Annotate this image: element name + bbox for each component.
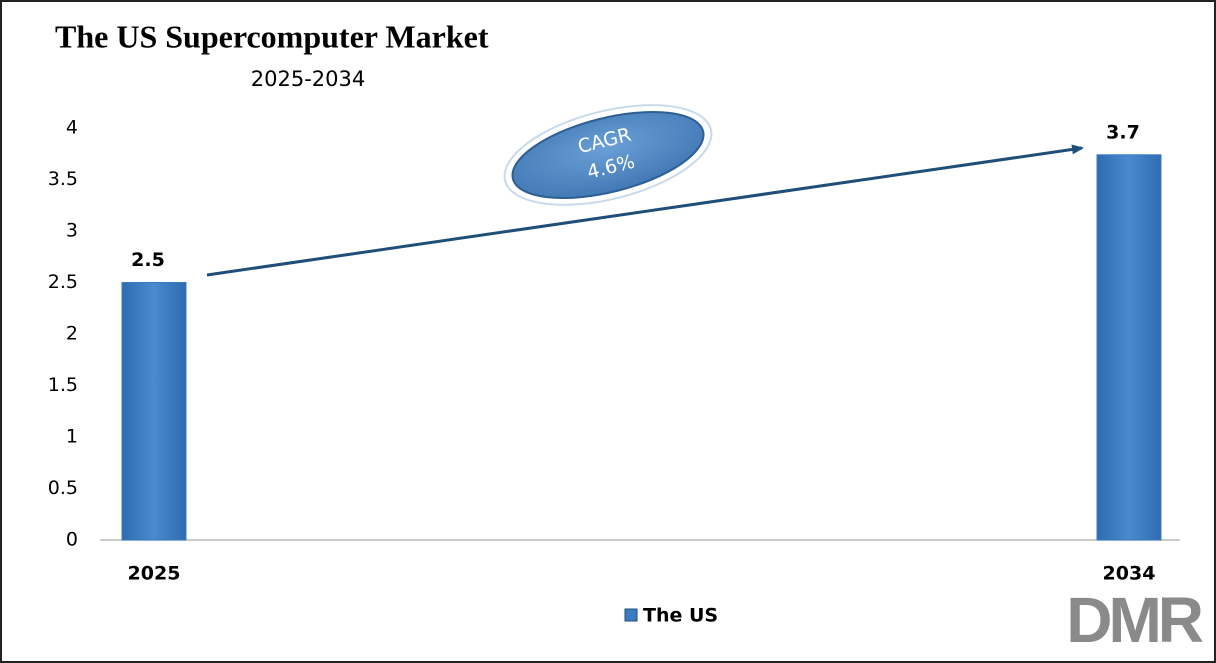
y-tick-label: 0.5: [48, 477, 78, 499]
cagr-badge: CAGR 4.6%: [503, 104, 713, 206]
y-tick-label: 1.5: [48, 374, 78, 396]
chart-title: The US Supercomputer Market: [55, 18, 489, 54]
bar: [121, 282, 187, 541]
logo: DMR: [1066, 584, 1203, 656]
data-label: 2.5: [131, 249, 165, 271]
y-tick-label: 3.5: [48, 168, 78, 190]
badge-body: [511, 110, 705, 200]
x-tick-label: 2034: [1103, 563, 1156, 585]
y-tick-label: 4: [66, 117, 78, 139]
cagr-arrow: [206, 144, 1084, 277]
y-tick-label: 2.5: [48, 271, 78, 293]
data-label: 3.7: [1106, 121, 1140, 143]
x-tick-label: 2025: [128, 563, 181, 585]
y-tick-label: 0: [66, 529, 78, 551]
legend-swatch: [624, 608, 638, 622]
bar: [1096, 154, 1162, 541]
y-tick-label: 1: [66, 426, 78, 448]
chart-subtitle: 2025-2034: [251, 67, 365, 91]
y-tick-label: 3: [66, 220, 78, 242]
y-tick-label: 2: [66, 323, 78, 345]
legend-label: The US: [643, 605, 718, 627]
